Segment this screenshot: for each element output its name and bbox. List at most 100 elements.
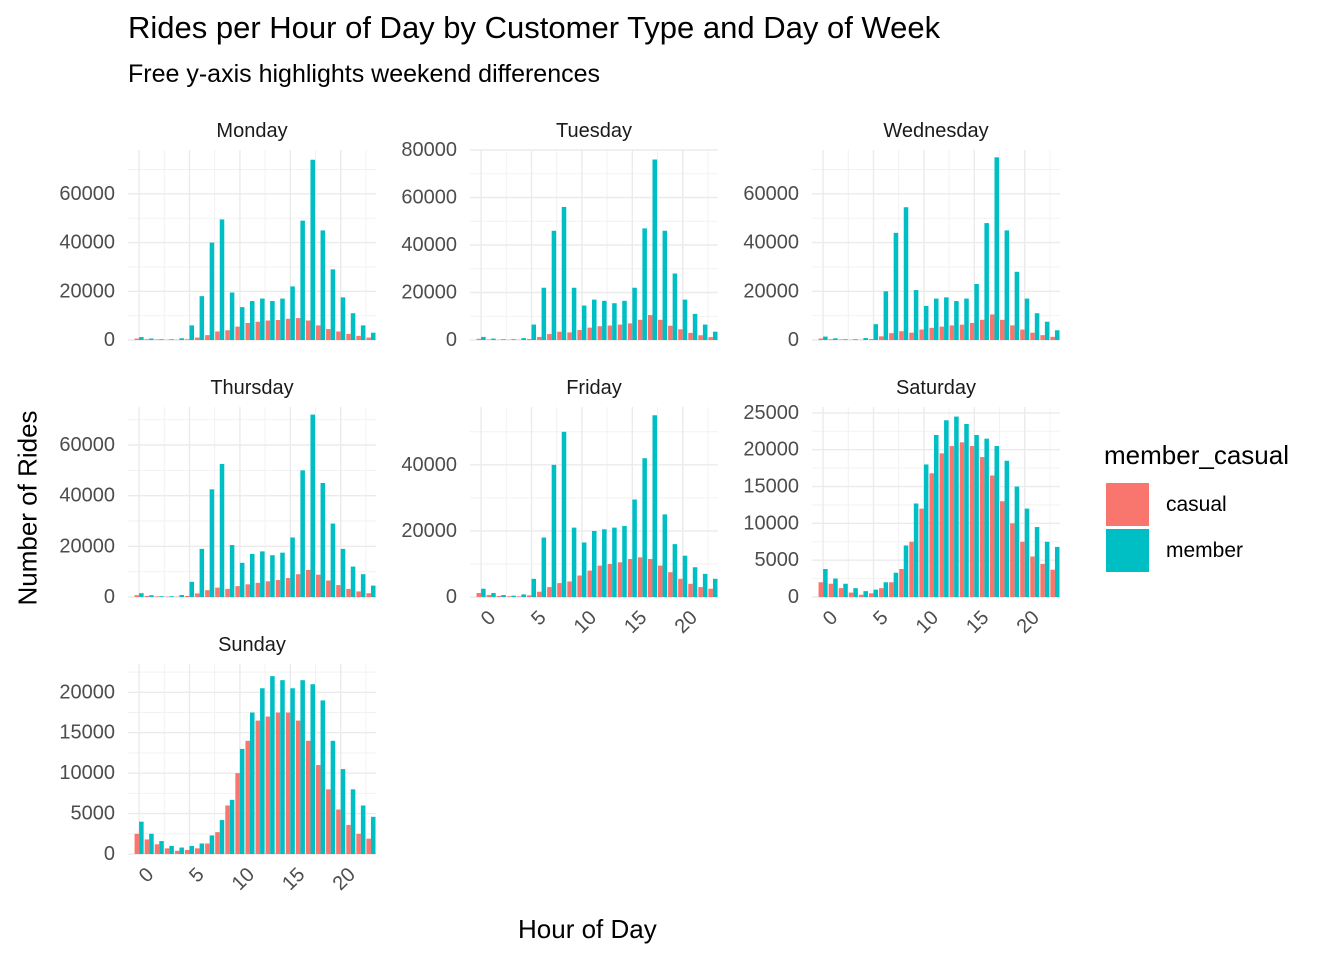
bar-wednesday-casual-h18 [1000,319,1005,340]
facet-panel-sunday: Sunday 0 5000 10000 15000 20000 0 5 10 15 20 [59,634,376,895]
bar-friday-member-h8 [561,431,567,597]
bar-thursday-casual-h21 [346,588,351,597]
bar-wednesday-member-h11 [933,298,939,340]
bar-tuesday-casual-h12 [597,326,603,340]
bar-tuesday-casual-h16 [637,319,643,340]
bar-monday-member-h12 [260,298,265,340]
bar-wednesday-casual-h11 [929,327,934,340]
bar-monday-member-h23 [370,332,376,340]
bar-friday-casual-h7 [547,587,552,597]
bar-tuesday-member-h1 [491,338,496,340]
bar-monday-casual-h19 [326,329,331,340]
bar-tuesday-casual-h8 [557,331,562,340]
bar-wednesday-member-h14 [964,298,969,340]
bar-sunday-member-h20 [340,769,346,854]
bar-wednesday-casual-h17 [989,314,995,340]
bar-thursday-member-h16 [300,470,305,597]
facet-strip-label-saturday: Saturday [896,377,976,399]
bar-saturday-member-h20 [1024,508,1030,597]
bar-thursday-casual-h11 [245,584,250,597]
bar-friday-member-h11 [591,530,597,597]
bar-monday-casual-h17 [305,320,311,340]
y-tick-label: 15000 [743,476,799,498]
bar-monday-member-h14 [280,298,285,340]
bar-wednesday-casual-h12 [939,326,945,340]
bar-saturday-casual-h3 [848,592,854,597]
bar-saturday-member-h19 [1014,486,1020,597]
bar-thursday-casual-h6 [195,593,200,597]
bar-saturday-casual-h13 [949,446,955,597]
bar-monday-casual-h13 [265,320,271,340]
bar-monday-casual-h16 [295,318,301,340]
bar-tuesday-casual-h14 [617,324,623,340]
bar-saturday-member-h23 [1054,546,1060,597]
bar-friday-member-h6 [541,537,547,597]
bar-wednesday-member-h5 [873,324,879,340]
bar-friday-member-h19 [672,544,678,597]
bar-tuesday-casual-h0 [476,338,482,340]
bar-monday-casual-h9 [225,330,230,340]
bar-friday-casual-h3 [506,596,512,597]
facet-strip-label-tuesday: Tuesday [556,120,632,142]
bar-monday-member-h9 [229,292,235,340]
bar-sunday-casual-h10 [235,773,240,854]
bar-friday-casual-h15 [627,559,633,597]
bar-sunday-casual-h19 [326,789,331,854]
bar-wednesday-member-h12 [944,297,949,340]
bar-wednesday-member-h17 [994,157,1000,340]
bar-sunday-member-h7 [209,835,215,854]
bar-sunday-casual-h11 [245,740,250,854]
bar-friday-member-h20 [682,555,688,597]
bar-thursday-member-h2 [159,596,164,597]
bar-thursday-casual-h17 [305,569,311,597]
bar-tuesday-member-h18 [662,230,668,340]
bar-friday-casual-h10 [577,575,582,597]
bar-monday-member-h21 [350,313,356,340]
bar-saturday-casual-h8 [899,569,904,597]
y-tick-label: 40000 [401,234,457,256]
bar-thursday-casual-h2 [154,596,160,597]
y-tick-label: 0 [788,329,799,351]
bar-friday-member-h16 [642,458,647,597]
x-tick-label: 15 [962,607,993,638]
bar-wednesday-member-h18 [1004,230,1010,340]
bar-sunday-casual-h7 [205,843,210,854]
bar-saturday-casual-h2 [838,588,844,597]
facet-panel-thursday: Thursday 0 20000 40000 60000 [59,377,376,608]
y-tick-label: 20000 [59,535,115,557]
bar-sunday-member-h18 [320,700,326,854]
bar-thursday-casual-h10 [235,586,240,597]
bar-sunday-casual-h13 [265,716,271,854]
bar-saturday-member-h3 [853,588,858,597]
bar-tuesday-member-h20 [682,299,688,340]
bar-saturday-casual-h20 [1020,541,1025,597]
bar-saturday-casual-h5 [868,593,874,597]
bar-saturday-casual-h18 [1000,501,1005,597]
bar-friday-casual-h20 [678,578,683,597]
y-tick-label: 20000 [743,280,799,302]
bar-saturday-member-h8 [903,545,909,597]
bar-wednesday-casual-h1 [828,339,834,340]
bar-wednesday-member-h1 [833,338,838,340]
bar-sunday-casual-h2 [154,844,160,854]
bar-thursday-casual-h0 [134,595,140,597]
facet-panel-tuesday: Tuesday 0 20000 40000 60000 80000 [401,120,718,351]
bar-thursday-member-h8 [219,464,225,597]
legend-title: member_casual [1104,440,1289,470]
bar-wednesday-member-h21 [1034,313,1040,340]
bar-wednesday-member-h2 [843,339,848,340]
bar-friday-member-h4 [521,594,526,597]
bar-saturday-casual-h16 [979,457,985,597]
bar-saturday-casual-h11 [929,473,934,597]
bar-tuesday-member-h17 [652,159,658,340]
facet-strip-label-friday: Friday [566,377,622,399]
y-tick-label: 60000 [59,434,115,456]
bar-thursday-member-h23 [370,585,376,597]
bar-thursday-member-h15 [290,537,295,597]
bar-friday-casual-h9 [567,581,572,597]
bar-friday-member-h21 [692,567,698,597]
bar-wednesday-member-h6 [883,291,889,340]
y-tick-label: 15000 [59,722,115,744]
bar-friday-member-h7 [551,464,557,597]
bar-thursday-casual-h9 [225,588,230,597]
